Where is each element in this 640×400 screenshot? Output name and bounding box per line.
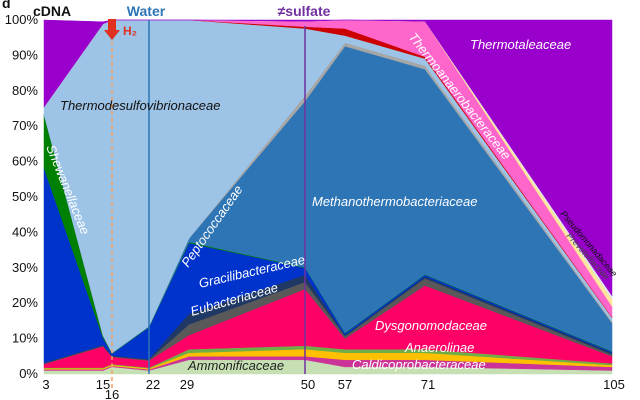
h2-label: H₂: [123, 24, 137, 38]
y-tick-label: 50%: [12, 189, 38, 204]
x-tick-label: 3: [42, 377, 49, 392]
y-tick-label: 40%: [12, 224, 38, 239]
event-markers: H₂: [104, 19, 306, 388]
y-tick-label: 60%: [12, 154, 38, 169]
x-tick-label: 22: [146, 377, 160, 392]
area-layers: [43, 19, 613, 375]
h2-arrow-icon: [104, 19, 120, 40]
x-tick-label: 50: [301, 377, 315, 392]
cdna-header: cDNA: [33, 3, 71, 19]
label-anaerolinae: Anaerolinae: [404, 340, 474, 355]
y-tick-label: 30%: [12, 260, 38, 275]
y-tick-label: 90%: [12, 47, 38, 62]
x-tick-label: 71: [421, 377, 435, 392]
x-tick-label: 29: [180, 377, 194, 392]
panel-letter: d: [2, 0, 11, 11]
label-dysgonomodaceae: Dysgonomodaceae: [375, 318, 487, 333]
label-thermotaleaceae: Thermotaleaceae: [470, 37, 571, 52]
y-tick-label: 0%: [19, 366, 38, 381]
y-tick-label: 70%: [12, 118, 38, 133]
label-methanothermobacteriaceae: Methanothermobacteriaceae: [312, 194, 478, 209]
label-ammonificaceae: Ammonificaceae: [187, 358, 284, 373]
water-header: Water: [127, 3, 166, 19]
sulfate-header: ≠sulfate: [278, 3, 331, 19]
label-thermodesulfovibrionaceae: Thermodesulfovibrionaceae: [60, 98, 220, 113]
label-caldicoprobacteraceae: Caldicoprobacteraceae: [352, 357, 486, 372]
y-tick-label: 20%: [12, 295, 38, 310]
x-tick-label: 105: [603, 377, 625, 392]
y-tick-label: 100%: [5, 12, 39, 27]
x-tick-label: 16: [105, 387, 119, 400]
y-axis: 0% 10% 20% 30% 40% 50% 60% 70% 80% 90% 100%: [5, 12, 39, 381]
y-tick-label: 80%: [12, 83, 38, 98]
x-tick-label: 15: [96, 377, 110, 392]
x-tick-label: 57: [338, 377, 352, 392]
y-tick-label: 10%: [12, 331, 38, 346]
